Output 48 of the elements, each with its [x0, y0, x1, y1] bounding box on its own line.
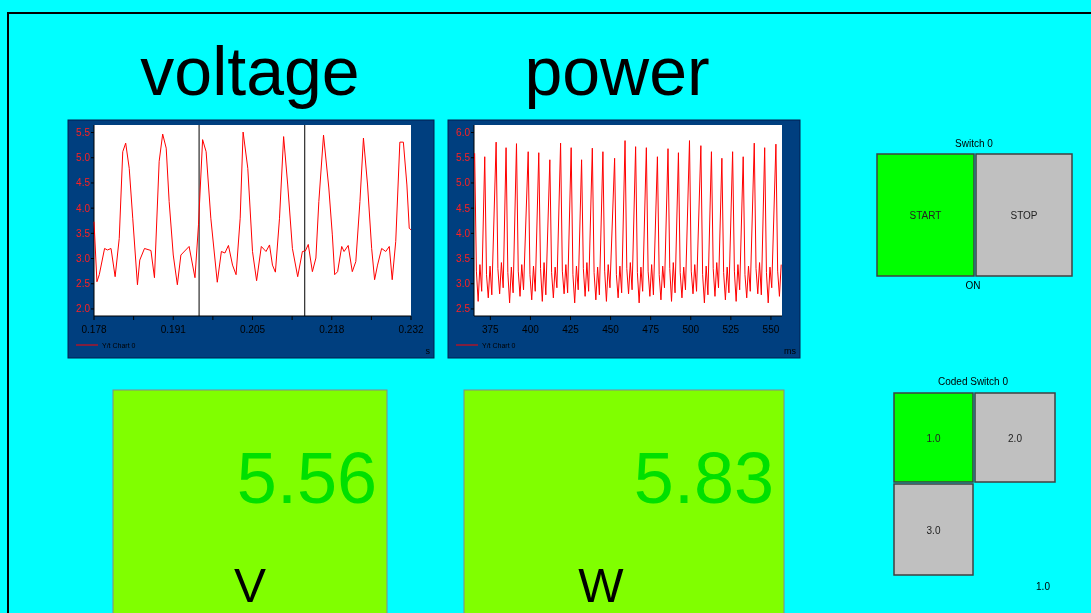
x-tick-label: 0.178 [81, 324, 107, 335]
x-tick-label: 400 [522, 324, 540, 335]
y-tick-label: 4.5 [76, 177, 91, 189]
y-tick-label: 2.5 [76, 278, 91, 290]
y-tick-label: 2.5 [456, 303, 471, 315]
y-tick-label: 3.0 [456, 278, 471, 290]
text: 1.0 [1036, 581, 1051, 592]
y-tick-label: 5.5 [76, 127, 91, 139]
y-tick-label: 3.0 [76, 253, 91, 265]
line-series [93, 131, 412, 286]
text: 3.0 [926, 524, 941, 536]
x-tick-label: 0.232 [398, 324, 424, 335]
y-tick-label: 5.5 [456, 152, 471, 164]
x-tick-label: 525 [722, 324, 740, 335]
x-axis-title: ms [784, 346, 797, 356]
text: W [578, 559, 625, 612]
text: 5.83 [633, 438, 774, 518]
text: Coded Switch 0 [937, 376, 1009, 387]
x-tick-label: 550 [762, 324, 780, 335]
y-tick-label: 4.0 [76, 202, 91, 214]
y-tick-label: 5.0 [76, 152, 91, 164]
text: V [233, 559, 267, 612]
y-tick-label: 4.0 [456, 227, 471, 239]
y-tick-label: 3.5 [456, 253, 471, 265]
x-tick-label: 425 [562, 324, 580, 335]
text: 1.0 [926, 432, 941, 444]
x-tick-label: 0.218 [319, 324, 345, 335]
x-tick-label: 500 [682, 324, 700, 335]
text: STOP [1010, 210, 1038, 221]
x-tick-label: 0.191 [160, 324, 187, 335]
x-tick-label: 0.205 [239, 324, 266, 335]
text: 5.56 [236, 438, 377, 518]
x-tick-label: 450 [602, 324, 620, 335]
x-tick-label: 475 [642, 324, 660, 335]
chart-title: voltage [140, 33, 360, 109]
text: 2.0 [1008, 432, 1023, 444]
chart-title: power [524, 33, 710, 109]
line-series [474, 140, 782, 304]
y-tick-label: 3.5 [76, 227, 91, 239]
x-axis-title: s [425, 346, 431, 356]
y-tick-label: 6.0 [456, 127, 471, 139]
y-tick-label: 4.5 [456, 202, 471, 214]
x-tick-label: 375 [482, 324, 500, 335]
y-tick-label: 5.0 [456, 177, 471, 189]
text: ON [965, 280, 981, 291]
text: START [909, 210, 942, 221]
text: Switch 0 [955, 138, 994, 149]
y-tick-label: 2.0 [76, 303, 91, 315]
